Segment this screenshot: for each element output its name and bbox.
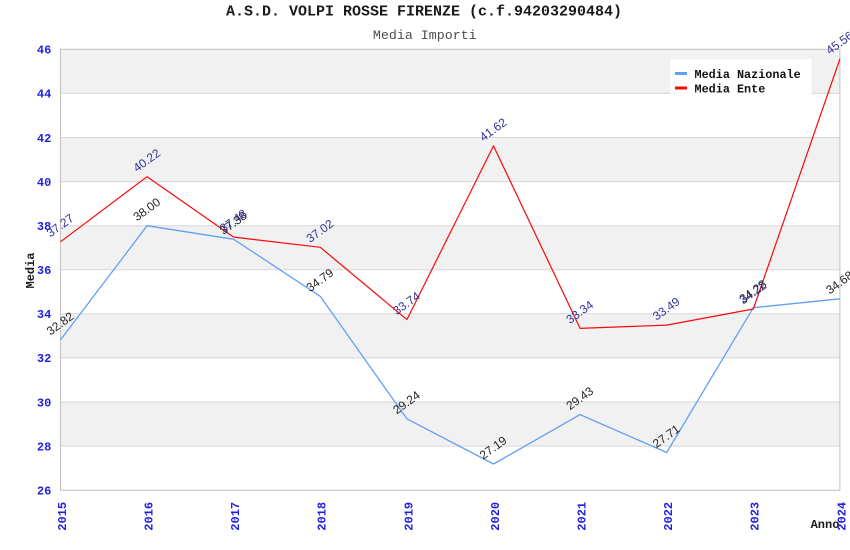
svg-text:2019: 2019 (402, 502, 416, 531)
svg-text:34: 34 (37, 308, 51, 322)
svg-text:Media Importi: Media Importi (373, 28, 477, 43)
svg-text:2022: 2022 (662, 502, 676, 531)
svg-text:A.S.D. VOLPI ROSSE FIRENZE (c.: A.S.D. VOLPI ROSSE FIRENZE (c.f.94203290… (226, 4, 622, 21)
svg-text:40: 40 (37, 176, 51, 190)
svg-text:32: 32 (37, 352, 51, 366)
svg-text:2016: 2016 (143, 502, 157, 531)
svg-text:44: 44 (37, 88, 51, 102)
svg-text:38: 38 (37, 220, 51, 234)
svg-text:26: 26 (37, 485, 51, 499)
svg-text:Anno: Anno (811, 518, 840, 532)
svg-text:Media Nazionale: Media Nazionale (695, 68, 801, 82)
svg-text:28: 28 (37, 440, 51, 454)
svg-text:2024: 2024 (835, 502, 849, 531)
svg-text:2018: 2018 (316, 502, 330, 531)
svg-text:2015: 2015 (56, 502, 70, 531)
svg-text:Media: Media (24, 252, 38, 288)
svg-text:2021: 2021 (576, 502, 590, 531)
svg-text:2023: 2023 (749, 502, 763, 531)
svg-text:46: 46 (37, 44, 51, 58)
svg-text:30: 30 (37, 396, 51, 410)
svg-text:Media Ente: Media Ente (695, 82, 766, 96)
svg-text:42: 42 (37, 132, 51, 146)
svg-text:2017: 2017 (229, 502, 243, 531)
svg-text:36: 36 (37, 264, 51, 278)
svg-text:2020: 2020 (489, 502, 503, 531)
